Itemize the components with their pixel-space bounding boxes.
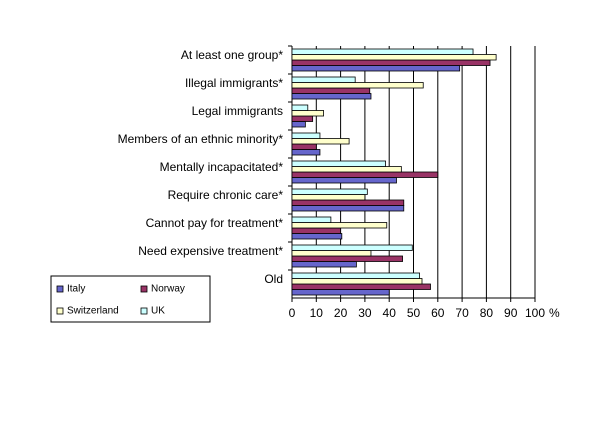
bar	[291, 104, 309, 111]
legend-swatch	[56, 285, 64, 293]
y-tick-label: Mentally incapacitated*	[160, 160, 284, 174]
legend-label: Switzerland	[67, 306, 119, 317]
bar	[291, 76, 356, 83]
bar	[291, 65, 461, 72]
legend-label: Norway	[151, 284, 185, 295]
x-tick-label: 20	[334, 306, 348, 320]
x-tick-label: 50	[407, 306, 421, 320]
bar	[291, 205, 405, 212]
bar	[291, 255, 403, 262]
bar	[291, 166, 402, 173]
x-tick-label: 70	[455, 306, 469, 320]
legend-box	[50, 275, 211, 323]
x-tick-label: 10	[310, 306, 324, 320]
bar	[291, 138, 350, 145]
legend-swatch	[56, 307, 64, 315]
bar	[291, 143, 317, 150]
bar	[291, 289, 390, 296]
legend-label: Italy	[67, 284, 85, 295]
bar	[291, 199, 405, 206]
y-tick-label: Members of an ethnic minority*	[118, 132, 284, 146]
y-tick-label: Illegal immigrants*	[185, 76, 283, 90]
x-tick-label: 90	[504, 306, 518, 320]
bar	[291, 54, 497, 61]
bar	[291, 177, 397, 184]
bar	[291, 278, 423, 285]
y-tick-label: At least one group*	[181, 48, 283, 62]
bar	[291, 194, 366, 201]
legend-swatch	[140, 307, 148, 315]
x-tick-label: 100	[525, 306, 545, 320]
bar	[291, 283, 431, 290]
y-tick-label: Require chronic care*	[168, 188, 284, 202]
bar	[291, 87, 371, 94]
bar	[291, 82, 424, 89]
y-tick-label: Old	[264, 272, 283, 286]
bar	[291, 244, 413, 251]
y-tick-label: Need expensive treatment*	[138, 244, 283, 258]
bar	[291, 48, 474, 55]
bar	[291, 222, 388, 229]
bar	[291, 188, 368, 195]
y-tick-label: Legal immigrants	[192, 104, 283, 118]
bar	[291, 59, 491, 66]
bar	[291, 132, 321, 139]
bar	[291, 110, 324, 117]
bar	[291, 233, 343, 240]
bar	[291, 115, 314, 122]
bar	[291, 171, 439, 178]
x-tick-label: 40	[383, 306, 397, 320]
bar	[291, 261, 357, 268]
bar	[291, 216, 332, 223]
legend-label: UK	[151, 306, 165, 317]
y-tick-label: Cannot pay for treatment*	[146, 216, 284, 230]
bar	[291, 227, 341, 234]
bar	[291, 149, 321, 156]
x-unit-label: %	[549, 306, 560, 320]
legend-swatch	[140, 285, 148, 293]
bar	[291, 121, 306, 128]
bar	[291, 160, 386, 167]
x-tick-label: 0	[289, 306, 296, 320]
x-tick-label: 60	[431, 306, 445, 320]
x-tick-label: 30	[358, 306, 372, 320]
bar	[291, 272, 420, 279]
bar	[291, 250, 372, 257]
x-tick-label: 80	[480, 306, 494, 320]
bar	[291, 93, 372, 100]
legend: Italy Norway Switzerland UK	[56, 284, 185, 317]
